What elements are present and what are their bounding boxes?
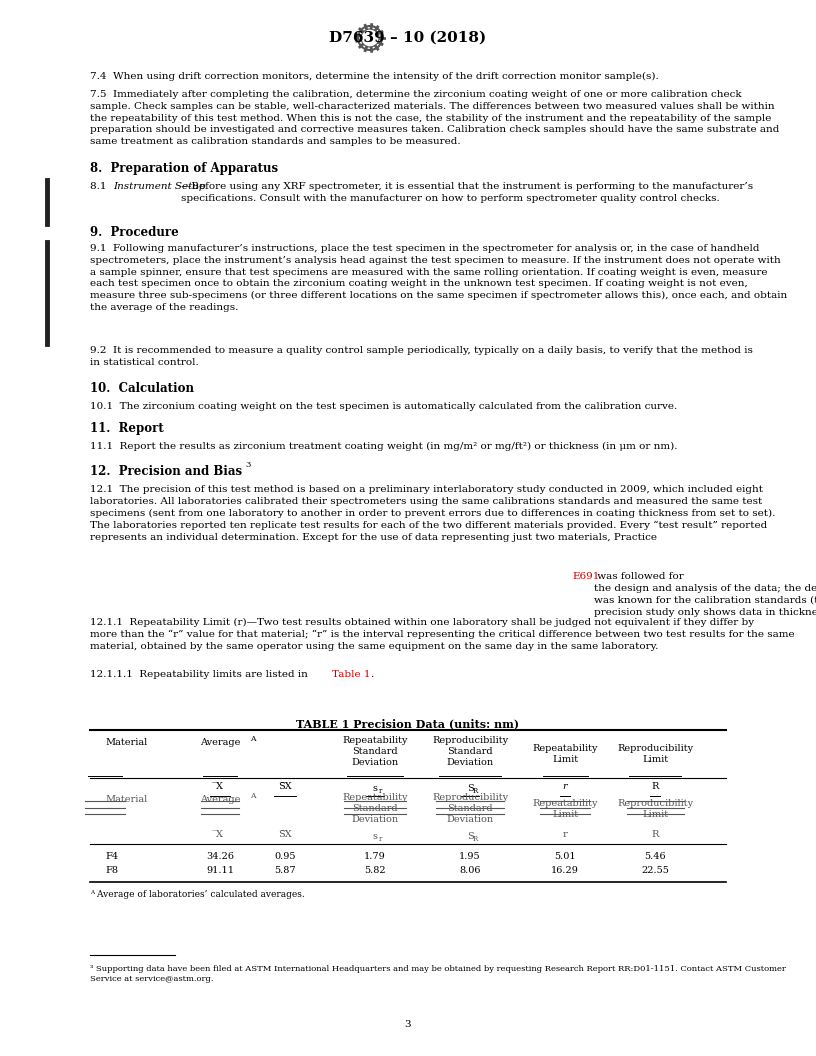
Text: 8.06: 8.06 [459, 866, 481, 875]
Text: Repeatability
Limit: Repeatability Limit [532, 744, 598, 765]
Text: 10.  Calculation: 10. Calculation [90, 382, 194, 395]
Text: Average: Average [200, 738, 240, 747]
Text: 8.1: 8.1 [90, 182, 113, 191]
Text: 9.2  It is recommended to measure a quality control sample periodically, typical: 9.2 It is recommended to measure a quali… [90, 346, 753, 366]
Text: Repeatability
Standard
Deviation: Repeatability Standard Deviation [342, 736, 408, 768]
Text: 3: 3 [405, 1020, 411, 1029]
Text: ̅X: ̅X [216, 782, 224, 791]
Text: r: r [562, 830, 567, 840]
Text: Average: Average [200, 795, 240, 804]
Text: s: s [372, 832, 378, 841]
Text: ᴬ Average of laboratories’ calculated averages.: ᴬ Average of laboratories’ calculated av… [90, 890, 304, 899]
Text: Reproducibility
Standard
Deviation: Reproducibility Standard Deviation [432, 736, 508, 768]
Text: A: A [250, 792, 255, 800]
Text: Reproducibility
Standard
Deviation: Reproducibility Standard Deviation [432, 793, 508, 824]
Text: 3: 3 [245, 461, 251, 469]
Text: S̅X: S̅X [278, 782, 292, 791]
Text: F4: F4 [105, 852, 118, 861]
Text: r: r [379, 787, 382, 795]
Text: 12.1.1.1  Repeatability limits are listed in: 12.1.1.1 Repeatability limits are listed… [90, 670, 311, 679]
Text: R: R [651, 830, 659, 840]
Text: 12.1.1  Repeatability Limit (r)—Two test results obtained within one laboratory : 12.1.1 Repeatability Limit (r)—Two test … [90, 618, 795, 652]
Text: R: R [651, 782, 659, 791]
Text: E691: E691 [572, 571, 600, 581]
Text: 34.26: 34.26 [206, 852, 234, 861]
Text: A: A [250, 735, 255, 743]
Text: R: R [472, 787, 477, 795]
Text: 9.  Procedure: 9. Procedure [90, 226, 179, 239]
Text: 9.1  Following manufacturer’s instructions, place the test specimen in the spect: 9.1 Following manufacturer’s instruction… [90, 244, 787, 313]
Text: TABLE 1 Precision Data (units: nm): TABLE 1 Precision Data (units: nm) [296, 718, 520, 729]
Text: ̅X: ̅X [216, 830, 224, 840]
Text: r: r [379, 835, 382, 843]
Text: Reproducibility
Limit: Reproducibility Limit [617, 744, 693, 765]
Text: 11.1  Report the results as zirconium treatment coating weight (in mg/m² or mg/f: 11.1 Report the results as zirconium tre… [90, 442, 677, 451]
Text: 5.87: 5.87 [274, 866, 296, 875]
Text: Material: Material [105, 738, 147, 747]
Text: D7639 – 10 (2018): D7639 – 10 (2018) [330, 31, 486, 45]
Text: S̅X: S̅X [278, 830, 292, 840]
Text: Material: Material [105, 795, 147, 804]
Text: 22.55: 22.55 [641, 866, 669, 875]
Text: was followed for
the design and analysis of the data; the details are given in A: was followed for the design and analysis… [593, 571, 816, 617]
Text: .: . [370, 670, 373, 679]
Text: 7.4  When using drift correction monitors, determine the intensity of the drift : 7.4 When using drift correction monitors… [90, 72, 659, 81]
Text: 1.95: 1.95 [459, 852, 481, 861]
Text: r: r [563, 782, 567, 791]
Text: R: R [472, 835, 477, 843]
Text: Reproducibility
Limit: Reproducibility Limit [617, 799, 693, 819]
Text: S: S [467, 784, 473, 793]
Text: Instrument Setup: Instrument Setup [113, 182, 206, 191]
Text: 5.82: 5.82 [364, 866, 386, 875]
Text: 12.1  The precision of this test method is based on a preliminary interlaborator: 12.1 The precision of this test method i… [90, 485, 775, 542]
Text: 5.46: 5.46 [644, 852, 666, 861]
Text: F8: F8 [105, 866, 118, 875]
Text: ³ Supporting data have been filed at ASTM International Headquarters and may be : ³ Supporting data have been filed at AST… [90, 965, 786, 983]
Text: Repeatability
Limit: Repeatability Limit [532, 799, 598, 819]
Text: 0.95: 0.95 [274, 852, 295, 861]
Text: S: S [467, 832, 473, 841]
Text: Repeatability
Standard
Deviation: Repeatability Standard Deviation [342, 793, 408, 824]
Text: 8.  Preparation of Apparatus: 8. Preparation of Apparatus [90, 162, 278, 175]
Text: 7.5  Immediately after completing the calibration, determine the zirconium coati: 7.5 Immediately after completing the cal… [90, 90, 779, 146]
Text: 10.1  The zirconium coating weight on the test specimen is automatically calcula: 10.1 The zirconium coating weight on the… [90, 402, 677, 411]
Text: s: s [372, 784, 378, 793]
Text: 91.11: 91.11 [206, 866, 234, 875]
Text: 12.  Precision and Bias: 12. Precision and Bias [90, 465, 242, 478]
Text: 1.79: 1.79 [364, 852, 386, 861]
Text: —Before using any XRF spectrometer, it is essential that the instrument is perfo: —Before using any XRF spectrometer, it i… [181, 182, 753, 203]
Text: Table 1: Table 1 [332, 670, 370, 679]
Text: 5.01: 5.01 [554, 852, 576, 861]
Text: 11.  Report: 11. Report [90, 422, 164, 435]
Text: 16.29: 16.29 [551, 866, 579, 875]
